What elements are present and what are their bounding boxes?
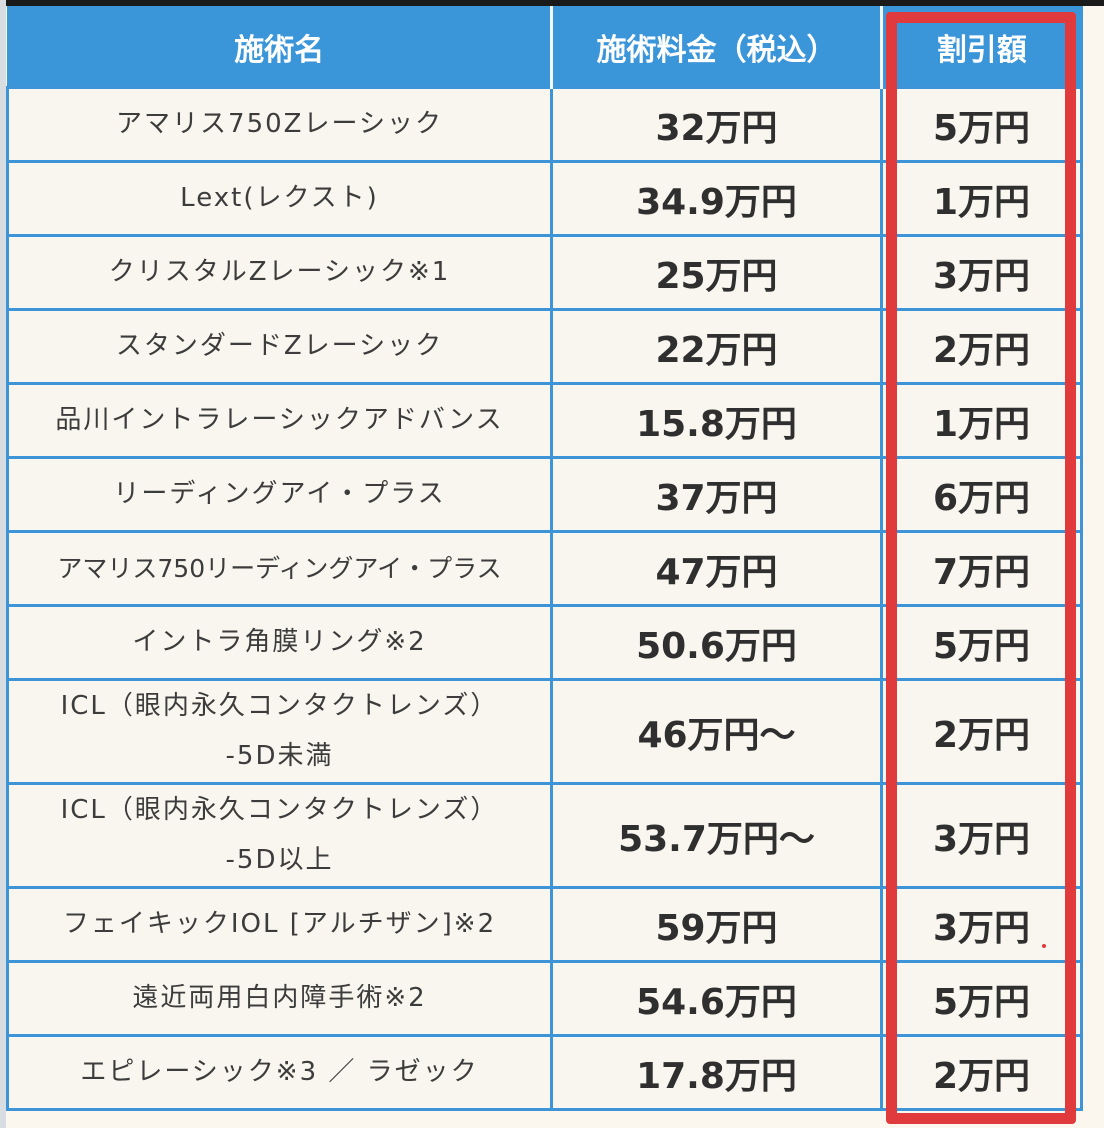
treatment-price: 54.6万円: [550, 960, 883, 1037]
discount-amount: 7万円: [880, 530, 1083, 607]
treatment-price: 17.8万円: [550, 1034, 883, 1111]
treatment-price: 37万円: [550, 456, 883, 533]
top-edge: [0, 0, 1104, 6]
treatment-name: 品川イントラレーシックアドバンス: [6, 382, 553, 459]
table-row: エピレーシック※3 ／ ラゼック 17.8万円 2万円: [6, 1034, 1083, 1111]
treatment-name-line2: -5D未満: [225, 740, 334, 771]
left-edge: [0, 0, 6, 1128]
treatment-name: Lext(レクスト): [6, 160, 553, 237]
treatment-name: アマリス750リーディングアイ・プラス: [6, 530, 553, 607]
table-row: クリスタルZレーシック※1 25万円 3万円: [6, 234, 1083, 311]
treatment-name: リーディングアイ・プラス: [6, 456, 553, 533]
treatment-name: エピレーシック※3 ／ ラゼック: [6, 1034, 553, 1111]
discount-amount: 5万円: [880, 604, 1083, 681]
table-row: 遠近両用白内障手術※2 54.6万円 5万円: [6, 960, 1083, 1037]
table-row: フェイキックIOL [アルチザン]※2 59万円 3万円: [6, 886, 1083, 963]
treatment-price: 25万円: [550, 234, 883, 311]
annotation-dot: [1042, 944, 1046, 948]
treatment-name-line2: -5D以上: [225, 844, 334, 875]
discount-amount: 3万円: [880, 886, 1083, 963]
treatment-name: スタンダードZレーシック: [6, 308, 553, 385]
table-row: ICL（眼内永久コンタクトレンズ） -5D未満 46万円〜 2万円: [6, 678, 1083, 785]
header-discount: 割引額: [880, 6, 1083, 89]
discount-amount: 1万円: [880, 382, 1083, 459]
discount-amount: 2万円: [880, 678, 1083, 785]
table-row: Lext(レクスト) 34.9万円 1万円: [6, 160, 1083, 237]
header-price: 施術料金（税込）: [550, 6, 883, 89]
treatment-price: 32万円: [550, 86, 883, 163]
table-row: アマリス750リーディングアイ・プラス 47万円 7万円: [6, 530, 1083, 607]
discount-amount: 1万円: [880, 160, 1083, 237]
treatment-name: ICL（眼内永久コンタクトレンズ） -5D未満: [6, 678, 553, 785]
treatment-price: 59万円: [550, 886, 883, 963]
discount-amount: 6万円: [880, 456, 1083, 533]
header-row: 施術名 施術料金（税込） 割引額: [6, 6, 1083, 89]
treatment-name: アマリス750Zレーシック: [6, 86, 553, 163]
treatment-name: 遠近両用白内障手術※2: [6, 960, 553, 1037]
treatment-name: イントラ角膜リング※2: [6, 604, 553, 681]
treatment-name: ICL（眼内永久コンタクトレンズ） -5D以上: [6, 782, 553, 889]
treatment-price: 47万円: [550, 530, 883, 607]
treatment-price: 50.6万円: [550, 604, 883, 681]
table-row: アマリス750Zレーシック 32万円 5万円: [6, 86, 1083, 163]
treatment-price: 46万円〜: [550, 678, 883, 785]
treatment-name: クリスタルZレーシック※1: [6, 234, 553, 311]
discount-amount: 3万円: [880, 234, 1083, 311]
table-row: イントラ角膜リング※2 50.6万円 5万円: [6, 604, 1083, 681]
treatment-price: 34.9万円: [550, 160, 883, 237]
discount-amount: 2万円: [880, 308, 1083, 385]
discount-amount: 3万円: [880, 782, 1083, 889]
treatment-name-line1: ICL（眼内永久コンタクトレンズ）: [60, 795, 499, 826]
pricing-table: 施術名 施術料金（税込） 割引額 アマリス750Zレーシック 32万円 5万円 …: [6, 6, 1083, 1111]
discount-amount: 2万円: [880, 1034, 1083, 1111]
table-row: ICL（眼内永久コンタクトレンズ） -5D以上 53.7万円〜 3万円: [6, 782, 1083, 889]
treatment-price: 15.8万円: [550, 382, 883, 459]
table-row: リーディングアイ・プラス 37万円 6万円: [6, 456, 1083, 533]
table-row: 品川イントラレーシックアドバンス 15.8万円 1万円: [6, 382, 1083, 459]
discount-amount: 5万円: [880, 960, 1083, 1037]
treatment-price: 22万円: [550, 308, 883, 385]
treatment-price: 53.7万円〜: [550, 782, 883, 889]
discount-amount: 5万円: [880, 86, 1083, 163]
treatment-name: フェイキックIOL [アルチザン]※2: [6, 886, 553, 963]
treatment-name-line1: ICL（眼内永久コンタクトレンズ）: [60, 691, 499, 722]
header-name: 施術名: [6, 6, 553, 89]
table-row: スタンダードZレーシック 22万円 2万円: [6, 308, 1083, 385]
